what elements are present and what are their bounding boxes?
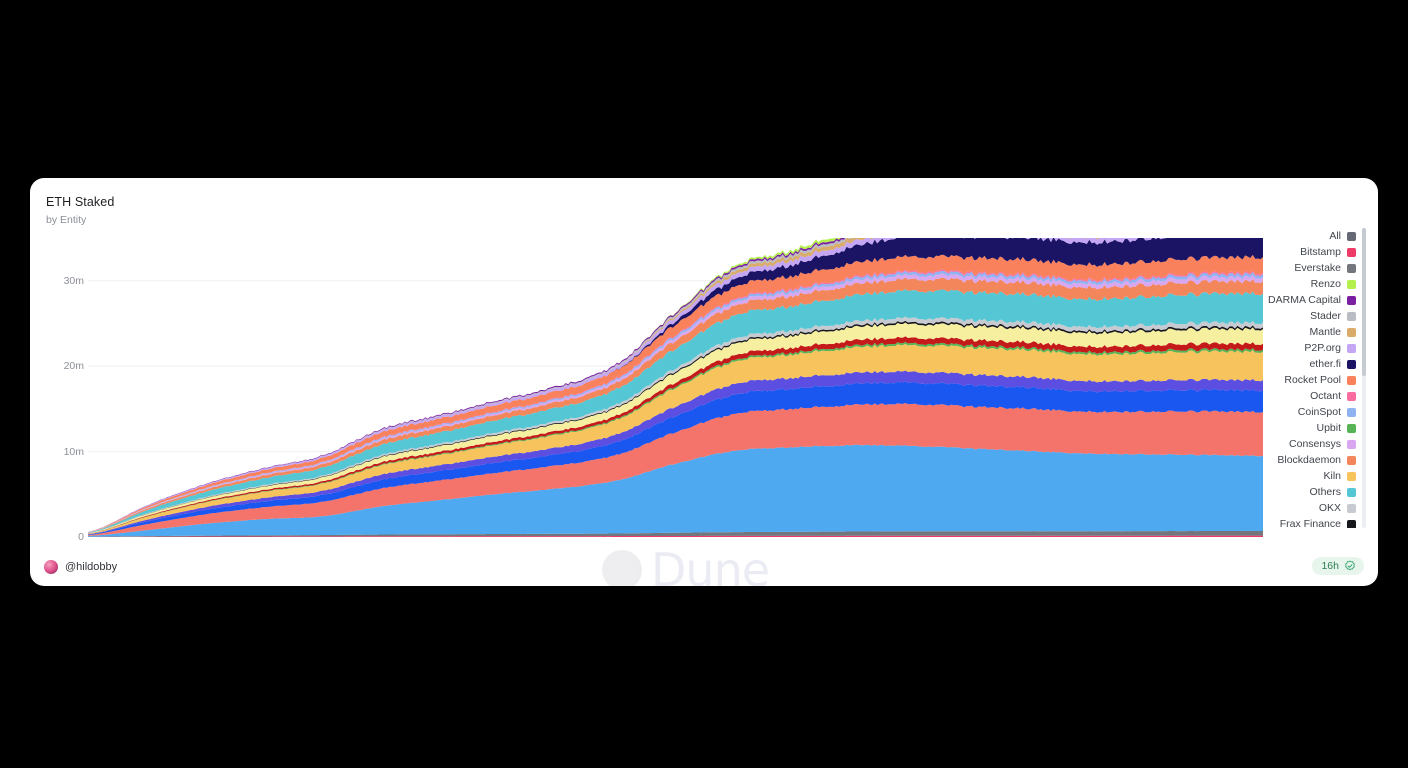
- y-axis-tick-label: 0: [78, 531, 84, 543]
- legend-item[interactable]: Rocket Pool: [1258, 372, 1356, 388]
- legend-item[interactable]: Frax Finance: [1258, 516, 1356, 528]
- legend-item-label: Consensys: [1289, 438, 1341, 450]
- legend-item[interactable]: Mantle: [1258, 324, 1356, 340]
- legend-item-label: Rocket Pool: [1284, 374, 1341, 386]
- legend-item-label: Kiln: [1323, 470, 1341, 482]
- legend-item-label: Everstake: [1294, 262, 1341, 274]
- legend-item-label: Renzo: [1310, 278, 1341, 290]
- legend-item-label: Stader: [1310, 310, 1341, 322]
- legend-item[interactable]: Consensys: [1258, 436, 1356, 452]
- stacked-area-chart[interactable]: [88, 238, 1263, 537]
- legend-color-swatch: [1347, 439, 1356, 449]
- legend-item[interactable]: P2P.org: [1258, 340, 1356, 356]
- dune-logo-icon: [602, 550, 642, 586]
- chart-legend[interactable]: All Bitstamp Everstake Renzo DARMA Capital St…: [1258, 228, 1366, 528]
- verified-check-icon: [1345, 560, 1355, 571]
- legend-color-swatch: [1347, 519, 1356, 528]
- legend-list[interactable]: All Bitstamp Everstake Renzo DARMA Capital St…: [1258, 228, 1356, 528]
- legend-item-label: OKX: [1318, 502, 1341, 514]
- legend-color-swatch: [1347, 343, 1356, 353]
- legend-color-swatch: [1347, 503, 1356, 513]
- area-band: [88, 403, 1263, 536]
- area-band: [88, 535, 1263, 537]
- freshness-label: 16h: [1321, 560, 1339, 572]
- legend-item[interactable]: Renzo: [1258, 276, 1356, 292]
- freshness-badge[interactable]: 16h: [1312, 557, 1364, 575]
- legend-color-swatch: [1347, 311, 1356, 321]
- page-title: ETH Staked: [46, 195, 115, 209]
- area-band: [88, 370, 1263, 535]
- chart-subtitle: by Entity: [46, 214, 87, 226]
- watermark-text: Dune: [651, 543, 770, 586]
- legend-color-swatch: [1347, 327, 1356, 337]
- legend-item[interactable]: Kiln: [1258, 468, 1356, 484]
- legend-item-label: Mantle: [1309, 326, 1341, 338]
- legend-scrollbar-track[interactable]: [1362, 228, 1366, 528]
- legend-item-label: Octant: [1310, 390, 1341, 402]
- legend-color-swatch: [1347, 295, 1356, 305]
- legend-item-label: All: [1329, 230, 1341, 242]
- legend-item-label: DARMA Capital: [1268, 294, 1341, 306]
- legend-color-swatch: [1347, 423, 1356, 433]
- legend-scrollbar-thumb[interactable]: [1362, 228, 1366, 376]
- legend-color-swatch: [1347, 375, 1356, 385]
- legend-item-label: Frax Finance: [1279, 518, 1341, 528]
- legend-item-label: Others: [1309, 486, 1341, 498]
- area-band: [88, 381, 1263, 536]
- legend-color-swatch: [1347, 455, 1356, 465]
- legend-color-swatch: [1347, 247, 1356, 257]
- author-handle: @hildobby: [65, 561, 118, 573]
- legend-item[interactable]: Others: [1258, 484, 1356, 500]
- legend-color-swatch: [1347, 487, 1356, 497]
- legend-item[interactable]: All: [1258, 228, 1356, 244]
- y-axis-tick-label: 10m: [63, 445, 84, 458]
- legend-color-swatch: [1347, 391, 1356, 401]
- legend-item[interactable]: Upbit: [1258, 420, 1356, 436]
- legend-item[interactable]: Octant: [1258, 388, 1356, 404]
- legend-item[interactable]: Stader: [1258, 308, 1356, 324]
- legend-item-label: Upbit: [1316, 422, 1341, 434]
- chart-svg: [88, 238, 1263, 537]
- area-band: [88, 288, 1263, 534]
- legend-color-swatch: [1347, 231, 1356, 241]
- legend-item-label: P2P.org: [1304, 342, 1341, 354]
- legend-color-swatch: [1347, 279, 1356, 289]
- legend-item[interactable]: OKX: [1258, 500, 1356, 516]
- area-band: [88, 530, 1263, 537]
- legend-color-swatch: [1347, 359, 1356, 369]
- author-credit[interactable]: @hildobby: [44, 560, 117, 574]
- legend-color-swatch: [1347, 471, 1356, 481]
- y-axis-tick-label: 30m: [63, 274, 84, 287]
- y-axis-tick-label: 20m: [63, 360, 84, 373]
- area-band: [88, 343, 1263, 535]
- legend-item-label: Bitstamp: [1300, 246, 1341, 258]
- legend-item[interactable]: Blockdaemon: [1258, 452, 1356, 468]
- legend-item-label: Blockdaemon: [1277, 454, 1341, 466]
- legend-item[interactable]: Bitstamp: [1258, 244, 1356, 260]
- y-axis: 0 10m 20m 30m: [30, 178, 84, 586]
- area-band: [88, 444, 1263, 537]
- card-header: ETH Staked by Entity: [46, 195, 114, 227]
- legend-item[interactable]: ether.fi: [1258, 356, 1356, 372]
- legend-item[interactable]: DARMA Capital: [1258, 292, 1356, 308]
- legend-item[interactable]: CoinSpot: [1258, 404, 1356, 420]
- legend-color-swatch: [1347, 263, 1356, 273]
- legend-color-swatch: [1347, 407, 1356, 417]
- legend-item-label: ether.fi: [1309, 358, 1341, 370]
- legend-item-label: CoinSpot: [1297, 406, 1341, 418]
- avatar: [44, 560, 58, 574]
- legend-item[interactable]: Everstake: [1258, 260, 1356, 276]
- area-band: [88, 322, 1263, 534]
- dune-watermark: Dune: [602, 543, 770, 586]
